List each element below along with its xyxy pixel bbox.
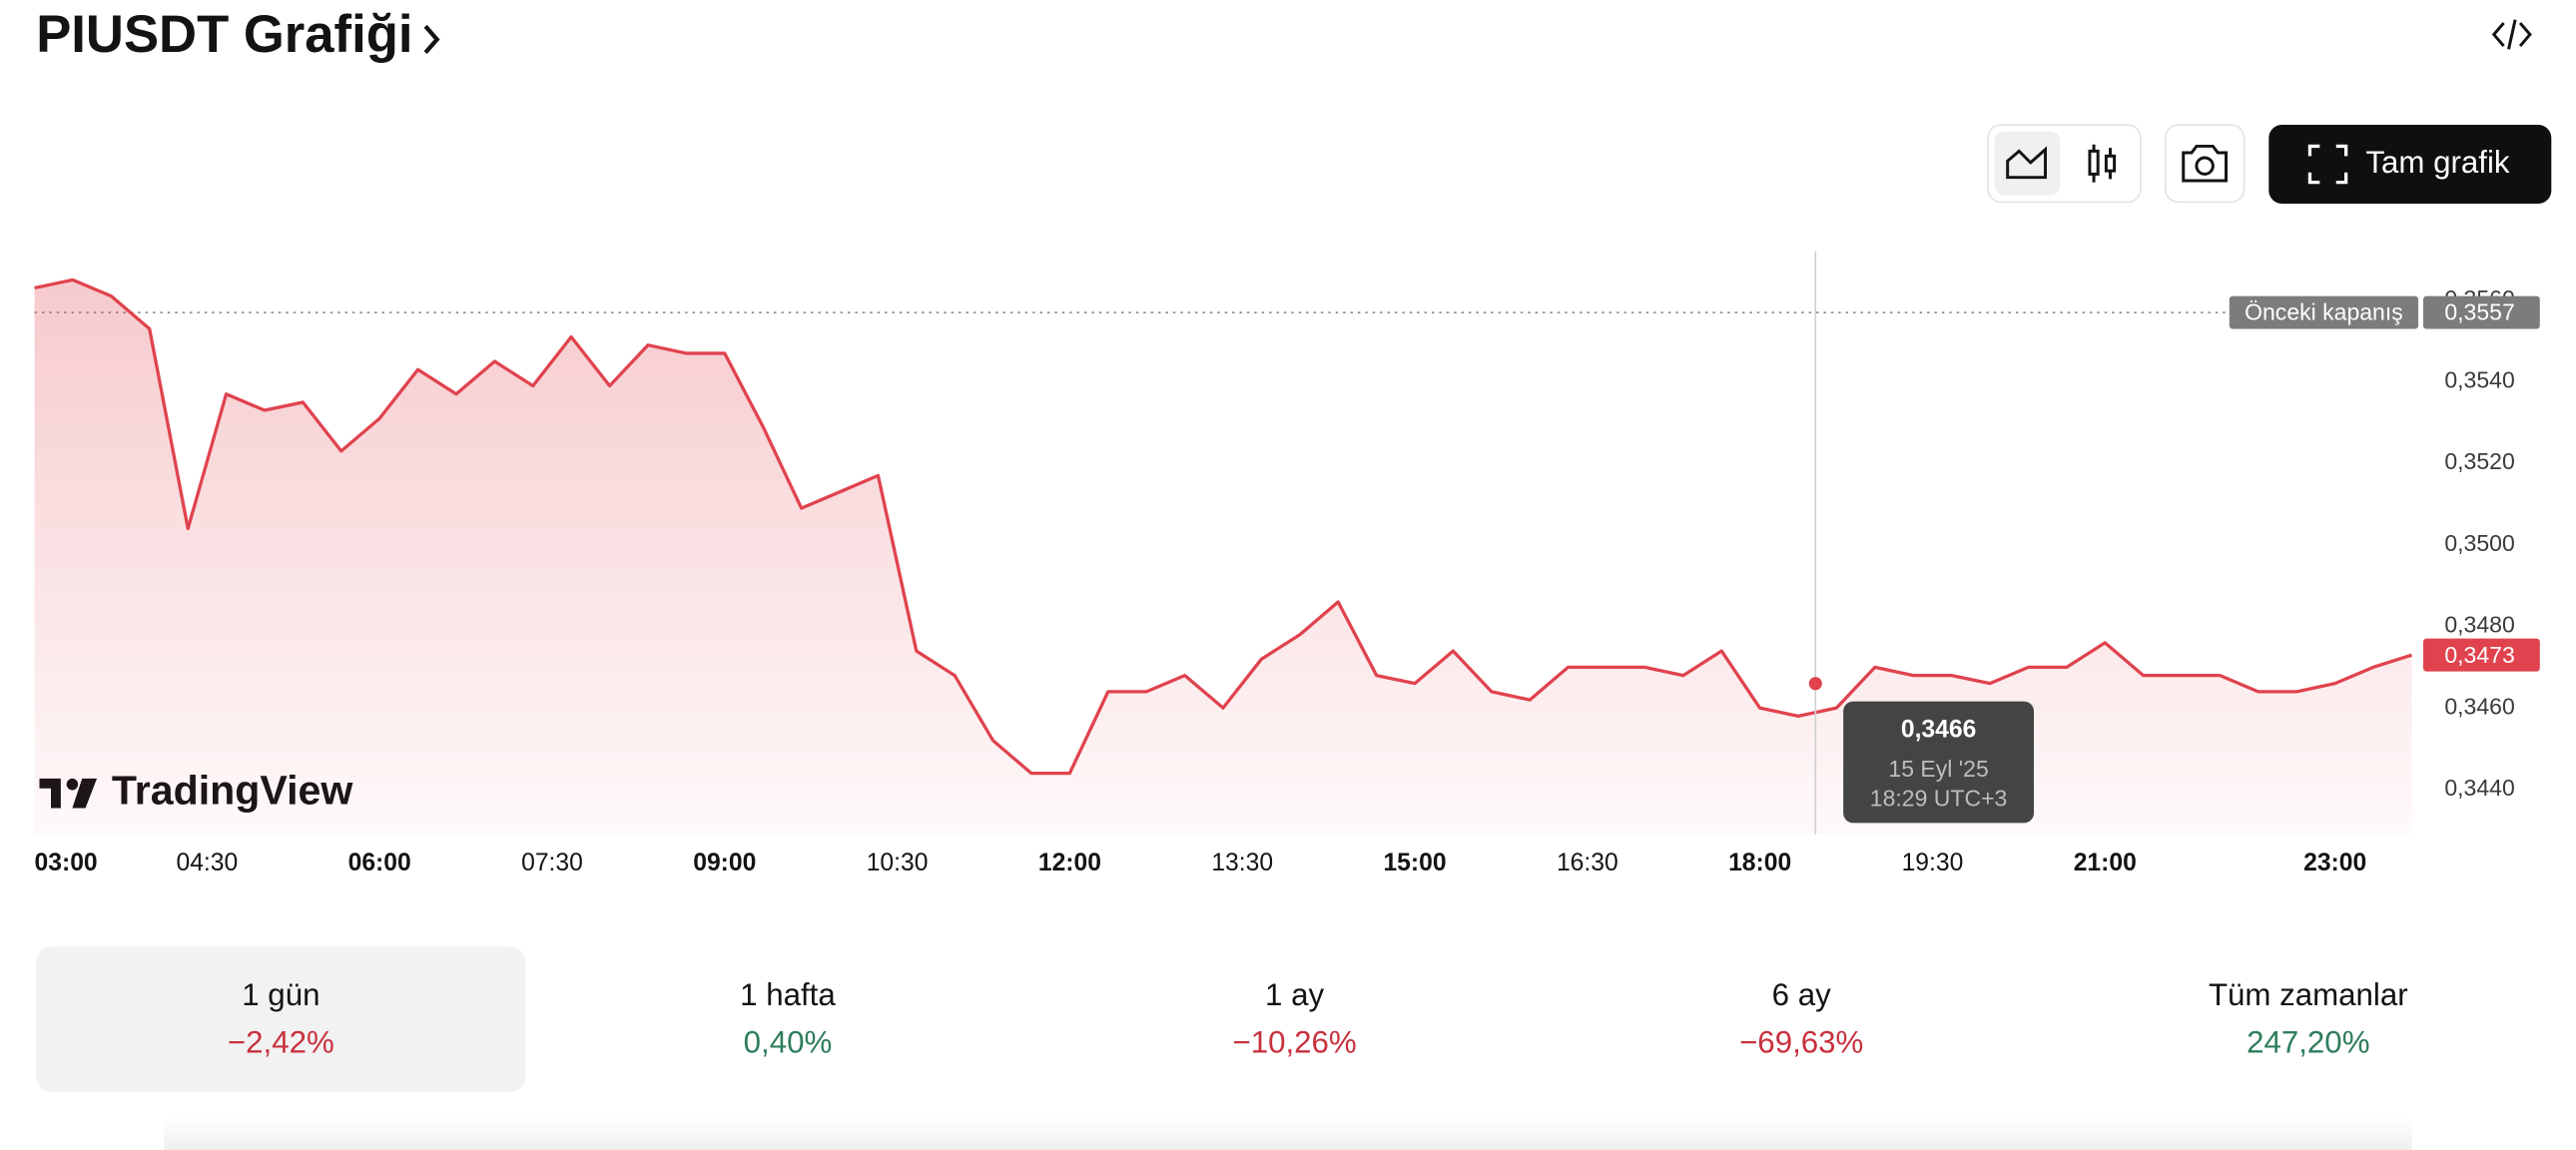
- x-tick-label: 07:30: [521, 850, 583, 876]
- x-tick-label: 15:00: [1383, 850, 1446, 876]
- title-chevron[interactable]: [423, 24, 440, 55]
- previous-close-value: 0,3557: [2444, 299, 2514, 325]
- chart: TradingView0,34400,34600,34800,35000,352…: [34, 251, 2540, 876]
- y-tick-label: 0,3520: [2444, 448, 2514, 474]
- tooltip-time: 18:29 UTC+3: [1870, 785, 2008, 811]
- previous-close-value-tag: [2422, 295, 2540, 329]
- last-price-tag: [2422, 638, 2540, 672]
- period-label: 1 gün: [242, 977, 320, 1012]
- period-label: 1 ay: [1265, 977, 1324, 1012]
- candle-style-button[interactable]: [2088, 144, 2117, 183]
- camera-icon: [2182, 144, 2229, 183]
- y-tick-label: 0,3460: [2444, 693, 2514, 719]
- period-change: −69,63%: [1739, 1025, 1863, 1060]
- x-tick-label: 23:00: [2303, 850, 2366, 876]
- period-change: −10,26%: [1232, 1025, 1356, 1060]
- x-tick-label: 04:30: [176, 850, 238, 876]
- fullscreen-icon: [2307, 144, 2348, 185]
- period-change: 0,40%: [744, 1025, 833, 1060]
- tooltip-box: [1843, 701, 2035, 824]
- area-style-button[interactable]: [1994, 131, 2061, 196]
- y-tick-label: 0,3480: [2444, 612, 2514, 638]
- x-tick-label: 03:00: [35, 850, 98, 876]
- price-area: [34, 280, 2412, 835]
- full-chart-label: Tam grafik: [2365, 145, 2510, 180]
- previous-close-label: Önceki kapanış: [2245, 299, 2403, 325]
- page-title: PIUSDT Grafiği: [36, 5, 412, 64]
- tooltip-date: 15 Eyl '25: [1888, 756, 1988, 782]
- x-tick-label: 10:30: [867, 850, 929, 876]
- period-label: 6 ay: [1772, 977, 1831, 1012]
- crosshair-dot: [1808, 677, 1822, 691]
- y-tick-label: 0,3540: [2444, 367, 2514, 393]
- period-stats: 1 gün −2,42% 1 hafta 0,40% 1 ay −10,26% 6 ay −6…: [36, 945, 2553, 1093]
- x-tick-label: 18:00: [1728, 850, 1791, 876]
- period-card[interactable]: [543, 946, 1032, 1092]
- embed-icon[interactable]: [2491, 19, 2532, 50]
- y-tick-label: 0,3500: [2444, 530, 2514, 556]
- period-label: 1 hafta: [740, 977, 836, 1012]
- x-tick-label: 21:00: [2074, 850, 2137, 876]
- bottom-fade: [164, 1116, 2412, 1150]
- period-card[interactable]: [2064, 946, 2553, 1092]
- x-tick-label: 12:00: [1038, 850, 1101, 876]
- price-line: [34, 278, 2412, 776]
- period-label: Tüm zamanlar: [2209, 977, 2408, 1012]
- y-tick-label: 0,3440: [2444, 775, 2514, 801]
- x-tick-label: 19:30: [1902, 850, 1964, 876]
- x-tick-label: 09:00: [693, 850, 756, 876]
- period-change: 247,20%: [2247, 1025, 2369, 1060]
- period-change: −2,42%: [228, 1025, 334, 1060]
- period-card[interactable]: [1557, 946, 2046, 1092]
- period-card-selected[interactable]: [36, 945, 526, 1093]
- x-tick-label: 06:00: [348, 850, 411, 876]
- previous-close-tag: [2229, 295, 2419, 329]
- period-card[interactable]: [1049, 946, 1539, 1092]
- area-icon: [2006, 146, 2048, 180]
- snapshot-button[interactable]: [2164, 124, 2246, 204]
- x-tick-label: 13:30: [1211, 850, 1273, 876]
- x-tick-label: 16:30: [1557, 850, 1618, 876]
- tooltip-value: 0,3466: [1901, 717, 1976, 744]
- last-price-value: 0,3473: [2444, 642, 2514, 668]
